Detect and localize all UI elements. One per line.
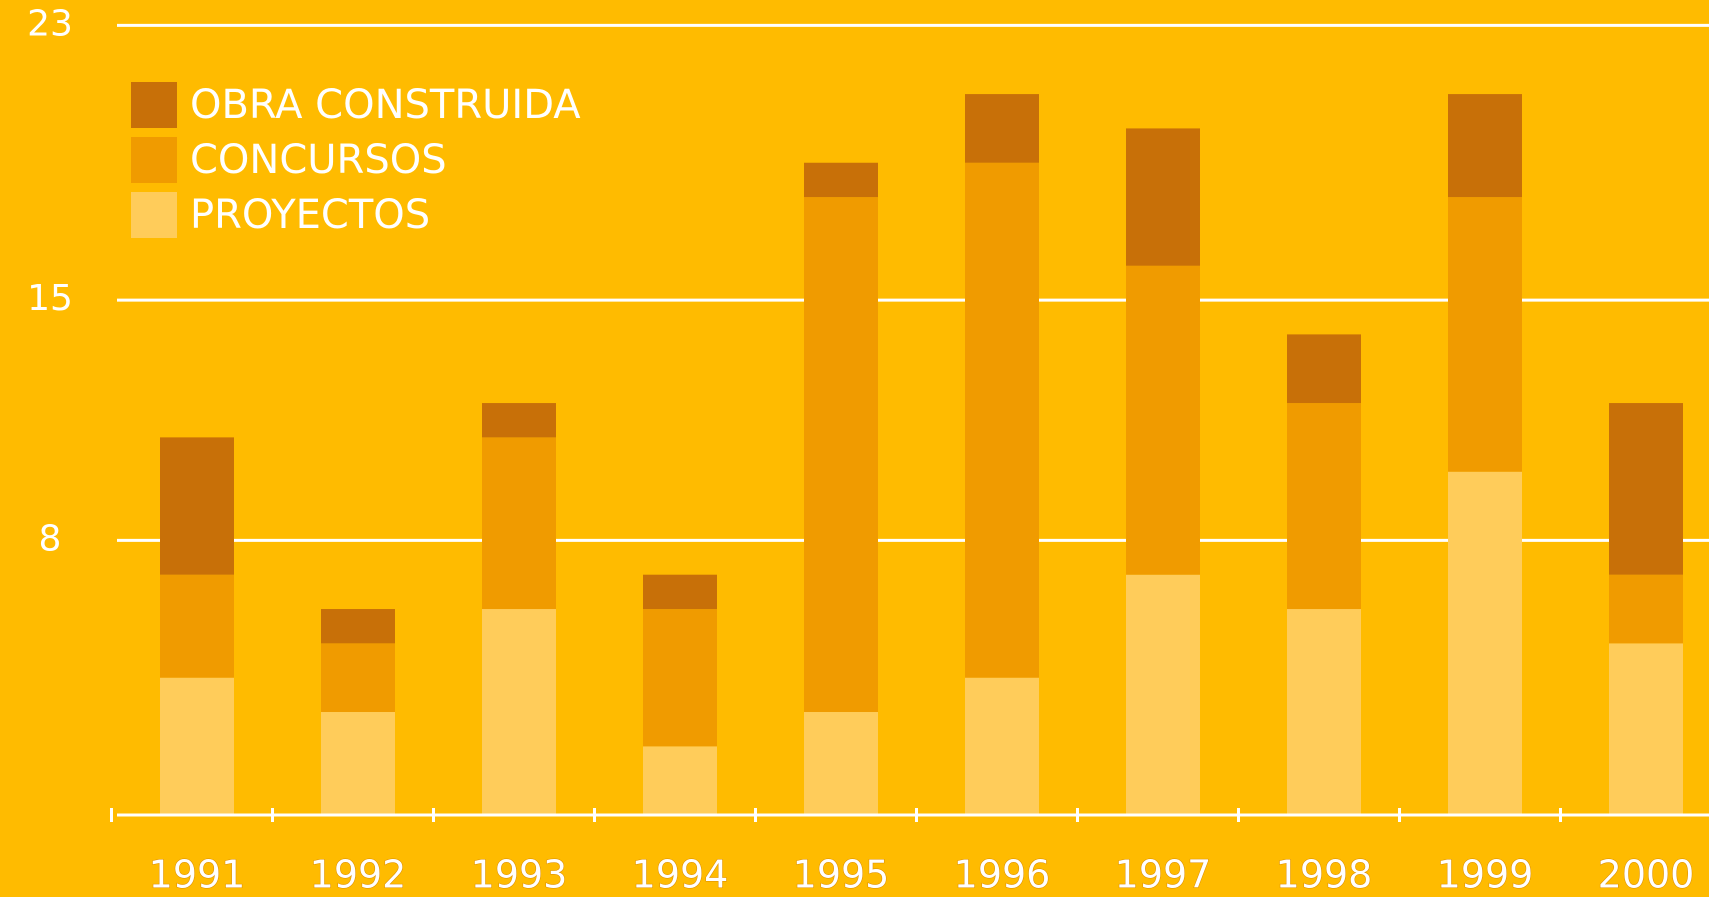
- bar-segment: [1448, 197, 1522, 472]
- bar-segment: [804, 162, 878, 198]
- bar-segment: [965, 677, 1039, 815]
- bar-segment: [804, 712, 878, 815]
- bar-segment: [321, 712, 395, 815]
- bar-segment: [643, 609, 717, 747]
- bar-segment: [1287, 403, 1361, 610]
- legend-label: PROYECTOS: [190, 192, 430, 238]
- bar-segment: [1448, 471, 1522, 815]
- bar-segment: [482, 609, 556, 815]
- x-tick-label: 1999: [1437, 853, 1534, 897]
- y-tick-label: 23: [27, 3, 73, 44]
- bar-segment: [321, 609, 395, 644]
- bar-segment: [160, 574, 234, 678]
- x-tick-label: 1995: [793, 853, 890, 897]
- x-tick-label: 1998: [1276, 853, 1373, 897]
- bar-segment: [160, 437, 234, 575]
- bar-segment: [804, 197, 878, 713]
- bar-segment: [321, 643, 395, 713]
- bar-segment: [643, 746, 717, 815]
- bar-segment: [160, 677, 234, 815]
- bar-segment: [1609, 403, 1683, 575]
- x-tick-label: 1993: [471, 853, 568, 897]
- bar-segment: [1126, 128, 1200, 266]
- bar-segment: [1287, 609, 1361, 815]
- bar-segment: [643, 574, 717, 610]
- bar-segment: [482, 403, 556, 438]
- x-tick-label: 1992: [310, 853, 407, 897]
- bar-segment: [1126, 574, 1200, 815]
- legend-swatch: [131, 192, 177, 238]
- x-tick-label: 1994: [632, 853, 729, 897]
- legend-label: CONCURSOS: [190, 137, 447, 183]
- legend-label: OBRA CONSTRUIDA: [190, 82, 581, 128]
- legend-swatch: [131, 137, 177, 183]
- y-tick-label: 8: [39, 518, 62, 559]
- bar-segment: [1287, 334, 1361, 404]
- bar-segment: [1126, 265, 1200, 575]
- bar-segment: [1448, 94, 1522, 198]
- x-tick-label: 1997: [1115, 853, 1212, 897]
- x-tick-label: 1991: [149, 853, 246, 897]
- bar-segment: [1609, 643, 1683, 815]
- bar-segment: [965, 94, 1039, 163]
- x-tick-label: 2000: [1598, 853, 1695, 897]
- x-tick-label: 1996: [954, 853, 1051, 897]
- bar-segment: [965, 162, 1039, 678]
- bar-segment: [482, 437, 556, 610]
- bar-segment: [1609, 574, 1683, 644]
- y-tick-label: 15: [27, 278, 73, 319]
- legend-swatch: [131, 82, 177, 128]
